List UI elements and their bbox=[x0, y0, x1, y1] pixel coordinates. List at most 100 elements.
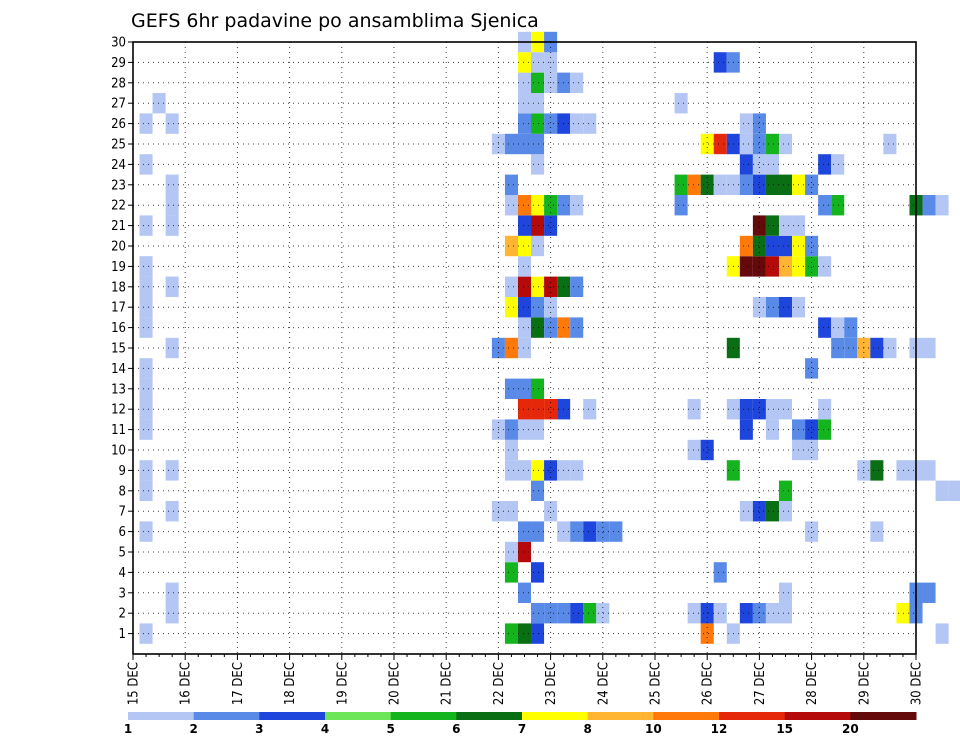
y-tick-label: 13 bbox=[111, 382, 126, 397]
colorbar-tick-label: 15 bbox=[776, 722, 793, 736]
heatmap-cell bbox=[739, 501, 753, 522]
heatmap-cell bbox=[765, 399, 779, 420]
y-tick-label: 23 bbox=[111, 178, 126, 193]
heatmap-cell bbox=[165, 603, 179, 624]
heatmap-cell bbox=[700, 133, 714, 155]
heatmap-cell bbox=[765, 133, 779, 155]
heatmap-cell bbox=[531, 195, 545, 216]
heatmap-cell bbox=[504, 541, 518, 563]
heatmap-cell bbox=[752, 501, 766, 522]
heatmap-cell bbox=[739, 399, 753, 420]
x-axis: 15 DEC 16 DEC 17 DEC 18 DEC 19 DEC 20 DEC 21 D… bbox=[127, 654, 925, 705]
y-tick-label: 22 bbox=[111, 199, 126, 214]
heatmap-cell bbox=[765, 256, 779, 277]
heatmap-cell bbox=[139, 358, 153, 379]
heatmap-cell bbox=[674, 93, 688, 114]
heatmap-cell bbox=[517, 93, 532, 114]
heatmap-cell bbox=[517, 460, 532, 481]
heatmap-cell bbox=[139, 480, 153, 501]
heatmap-cell bbox=[713, 133, 727, 155]
heatmap-cell bbox=[504, 439, 518, 461]
heatmap-cell bbox=[831, 317, 845, 338]
heatmap-cell bbox=[570, 317, 584, 338]
heatmap-cell bbox=[778, 256, 793, 277]
y-tick-label: 17 bbox=[111, 301, 126, 316]
heatmap-cell bbox=[570, 195, 584, 216]
heatmap-cell bbox=[752, 399, 766, 420]
x-tick-label: 30 DEC bbox=[910, 662, 925, 705]
heatmap-cell bbox=[517, 195, 532, 216]
colorbar-tick-label: 12 bbox=[711, 722, 728, 736]
x-tick-label: 26 DEC bbox=[701, 662, 716, 705]
x-tick-label: 15 DEC bbox=[127, 662, 142, 705]
heatmap-cell bbox=[504, 276, 518, 297]
heatmap-cell bbox=[139, 297, 153, 318]
heatmap-cell bbox=[139, 378, 153, 399]
heatmap-cell bbox=[517, 337, 532, 359]
heatmap-cell bbox=[778, 235, 793, 257]
heatmap-cell bbox=[805, 256, 819, 277]
heatmap-cell bbox=[687, 603, 701, 624]
heatmap-cell bbox=[596, 603, 610, 624]
heatmap-cell bbox=[778, 174, 793, 195]
heatmap-cell bbox=[922, 195, 936, 216]
heatmap-cell bbox=[165, 215, 179, 236]
heatmap-cell bbox=[778, 297, 793, 318]
heatmap-cell bbox=[531, 460, 545, 481]
heatmap-cell bbox=[778, 133, 793, 155]
heatmap-cell bbox=[139, 521, 153, 542]
heatmap-cell bbox=[922, 582, 936, 603]
heatmap-cell bbox=[504, 133, 518, 155]
heatmap-cell bbox=[544, 195, 558, 216]
heatmap-cell bbox=[531, 93, 545, 114]
heatmap-cell bbox=[504, 460, 518, 481]
heatmap-cell bbox=[778, 480, 793, 501]
heatmap-cell bbox=[544, 276, 558, 297]
heatmap-cell bbox=[139, 460, 153, 481]
heatmap-cell bbox=[778, 215, 793, 236]
heatmap-cell bbox=[713, 603, 727, 624]
heatmap-cell bbox=[583, 113, 597, 134]
heatmap-cell bbox=[544, 399, 558, 420]
heatmap-cell bbox=[531, 480, 545, 501]
heatmap-cell bbox=[752, 215, 766, 236]
heatmap-cell bbox=[504, 297, 518, 318]
heatmap-cell bbox=[517, 113, 532, 134]
colorbar-tick-label: 3 bbox=[255, 722, 263, 736]
heatmap-cell bbox=[531, 399, 545, 420]
x-tick-label: 17 DEC bbox=[231, 662, 246, 705]
heatmap-cell bbox=[818, 399, 832, 420]
heatmap-cell bbox=[165, 276, 179, 297]
heatmap-cell bbox=[844, 317, 858, 338]
x-tick-label: 23 DEC bbox=[544, 662, 559, 705]
x-tick-label: 27 DEC bbox=[753, 662, 768, 705]
y-tick-label: 14 bbox=[111, 362, 126, 377]
heatmap-cell bbox=[531, 154, 545, 175]
heatmap-cell bbox=[517, 133, 532, 155]
heatmap-cell bbox=[139, 215, 153, 236]
colorbar-segment bbox=[784, 712, 851, 720]
heatmap-cell bbox=[831, 195, 845, 216]
heatmap-cell bbox=[139, 154, 153, 175]
x-tick-label: 22 DEC bbox=[492, 662, 507, 705]
heatmap-cell bbox=[139, 113, 153, 134]
heatmap-cell bbox=[818, 256, 832, 277]
heatmap-cell bbox=[570, 603, 584, 624]
heatmap-cell bbox=[687, 174, 701, 195]
colorbar-tick-label: 20 bbox=[842, 722, 859, 736]
heatmap-cell bbox=[517, 582, 532, 603]
heatmap-cell bbox=[752, 603, 766, 624]
heatmap-cell bbox=[531, 623, 545, 644]
heatmap-cell bbox=[700, 603, 714, 624]
cells-layer bbox=[139, 31, 960, 644]
y-tick-label: 21 bbox=[111, 219, 126, 234]
y-tick-label: 18 bbox=[111, 280, 126, 295]
heatmap-cell bbox=[517, 378, 532, 399]
heatmap-cell bbox=[531, 378, 545, 399]
heatmap-cell bbox=[517, 276, 532, 297]
heatmap-cell bbox=[752, 235, 766, 257]
heatmap-cell bbox=[531, 52, 545, 73]
colorbar: 1 2 3 4 5 6 7 8 10 12 15 20 bbox=[124, 712, 917, 736]
heatmap-cell bbox=[700, 174, 714, 195]
x-tick-label: 19 DEC bbox=[335, 662, 350, 705]
